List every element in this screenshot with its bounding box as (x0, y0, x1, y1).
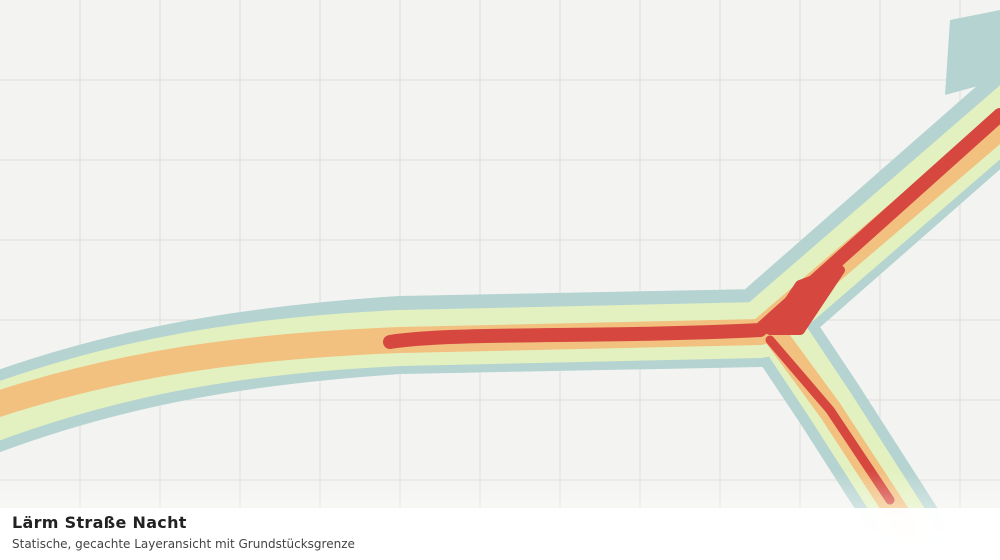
band-low (945, 10, 1000, 95)
band-very-high (765, 265, 845, 335)
layer-subtitle: Statische, gecachte Layeransicht mit Gru… (12, 537, 355, 551)
band-very-high (383, 108, 1000, 349)
layer-title: Lärm Straße Nacht (12, 513, 187, 532)
caption-panel: Lärm Straße Nacht Statische, gecachte La… (0, 508, 1000, 560)
band-high (0, 109, 1000, 418)
